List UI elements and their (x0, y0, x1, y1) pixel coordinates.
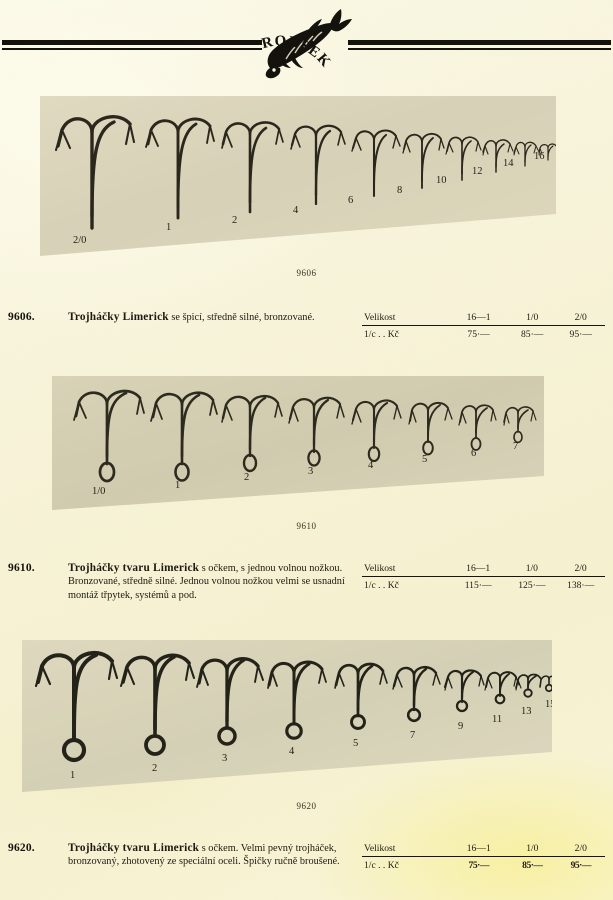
item-description: Trojháčky Limerick se špicí, středně sil… (68, 311, 356, 324)
item-description: Trojháčky tvaru Limerick s očkem, s jedn… (68, 562, 356, 602)
item-title: Trojháčky Limerick (68, 311, 169, 323)
hook-size-label: 16 (534, 151, 545, 162)
item-title: Trojháčky tvaru Limerick (68, 842, 200, 854)
size-col-1: 16—1 (449, 311, 508, 326)
hook-size-label: 2 (152, 763, 158, 774)
table-row: Velikost 16—1 1/0 2/0 (362, 562, 605, 577)
hook-size-label: 13 (521, 706, 532, 717)
size-col-3: 2/0 (556, 842, 605, 857)
hook-size-label: 6 (471, 448, 477, 459)
item-code: 9620. (8, 842, 35, 854)
price-table: Velikost 16—1 1/0 2/0 1/c . . Kč 75·— 85… (362, 842, 605, 873)
hook-size-label: 12 (472, 166, 483, 177)
table-row: Velikost 16—1 1/0 2/0 (362, 842, 605, 857)
item-desc-text: se špicí, středně silné, bronzované. (168, 312, 315, 323)
size-header: Velikost (362, 562, 449, 577)
size-col-2: 1/0 (507, 562, 557, 577)
price-col-2: 85·— (522, 859, 543, 871)
plate-caption-9606: 9606 (296, 268, 317, 278)
hook-size-label: 1 (166, 222, 172, 233)
item-code: 9610. (8, 562, 35, 574)
price-col-2: 85·— (521, 328, 544, 340)
hook-size-label: 1 (70, 770, 76, 781)
hook-size-label: 14 (503, 158, 514, 169)
hook-size-label: 7 (410, 730, 416, 741)
hook-size-label: 8 (397, 185, 403, 196)
hook-size-label: 2/0 (73, 235, 87, 246)
hook-size-label: 5 (422, 454, 428, 465)
hook-size-label: 2 (244, 472, 250, 483)
size-col-2: 1/0 (508, 842, 557, 857)
item-code: 9606. (8, 311, 35, 323)
hook-size-label: 3 (222, 753, 228, 764)
price-col-1: 115·— (464, 579, 492, 591)
hook-size-label: 9 (458, 721, 464, 732)
price-header: 1/c . . Kč (364, 579, 399, 591)
hook-size-label: 4 (368, 460, 374, 471)
size-col-3: 2/0 (556, 311, 605, 326)
hook-size-label: 2 (232, 215, 238, 226)
hook-size-label: 5 (353, 738, 359, 749)
photo-plate-9606: 2/0 1 2 4 6 8 10 12 14 16 (40, 96, 556, 256)
item-desc-text: s očkem. Velmi pevný trojháček, bronzova… (68, 843, 340, 868)
price-col-3: 138·— (567, 579, 595, 591)
hook-size-label: 6 (348, 195, 354, 206)
header-rule-left (2, 40, 262, 50)
hook-size-label: 3 (308, 466, 314, 477)
size-col-1: 16—1 (448, 562, 508, 577)
table-row: 1/c . . Kč 75·— 85·— 95·— (362, 857, 605, 873)
hook-size-label: 10 (436, 175, 447, 186)
photo-plate-9610: 1/0 1 2 3 4 5 6 7 (52, 376, 544, 510)
size-col-3: 2/0 (556, 562, 605, 577)
item-title: Trojháčky tvaru Limerick (68, 562, 200, 574)
size-header: Velikost (362, 842, 450, 857)
hook-size-label: 1 (175, 480, 181, 491)
rousek-fish-logo: ROUSEK (260, 9, 352, 79)
hook-size-label: 7 (513, 441, 519, 452)
photo-plate-9620: 1 2 3 4 5 7 9 11 13 15 (22, 640, 552, 792)
hook-size-label: 11 (492, 714, 503, 725)
table-row: 1/c . . Kč 75·— 85·— 95·— (362, 326, 605, 342)
price-header: 1/c . . Kč (364, 328, 399, 340)
page-header: ROUSEK (0, 9, 613, 80)
table-row: 1/c . . Kč 115·— 125·— 138·— (362, 577, 605, 593)
price-table: Velikost 16—1 1/0 2/0 1/c . . Kč 115·— 1… (362, 562, 605, 593)
hook-size-label: 1/0 (92, 486, 106, 497)
price-col-3: 95·— (570, 859, 592, 871)
price-col-2: 125·— (518, 579, 546, 591)
hook-size-label: 4 (289, 746, 295, 757)
size-col-2: 1/0 (507, 311, 557, 326)
table-row: Velikost 16—1 1/0 2/0 (362, 311, 605, 326)
price-col-1: 75·— (467, 328, 490, 340)
item-desc-text: s očkem, s jednou volnou nožkou. Bronzov… (68, 563, 345, 601)
price-table: Velikost 16—1 1/0 2/0 1/c . . Kč 75·— 85… (362, 311, 605, 342)
item-description: Trojháčky tvaru Limerick s očkem. Velmi … (68, 842, 356, 869)
hook-size-label: 4 (293, 205, 299, 216)
price-header: 1/c . . Kč (364, 859, 399, 871)
plate-caption-9620: 9620 (296, 801, 317, 811)
size-col-1: 16—1 (449, 842, 509, 857)
price-col-1: 75·— (468, 859, 490, 871)
size-header: Velikost (362, 311, 450, 326)
plate-caption-9610: 9610 (296, 521, 317, 531)
header-rule-right (348, 40, 611, 50)
price-col-3: 95·— (569, 328, 592, 340)
hook-size-label: 15 (545, 699, 552, 710)
